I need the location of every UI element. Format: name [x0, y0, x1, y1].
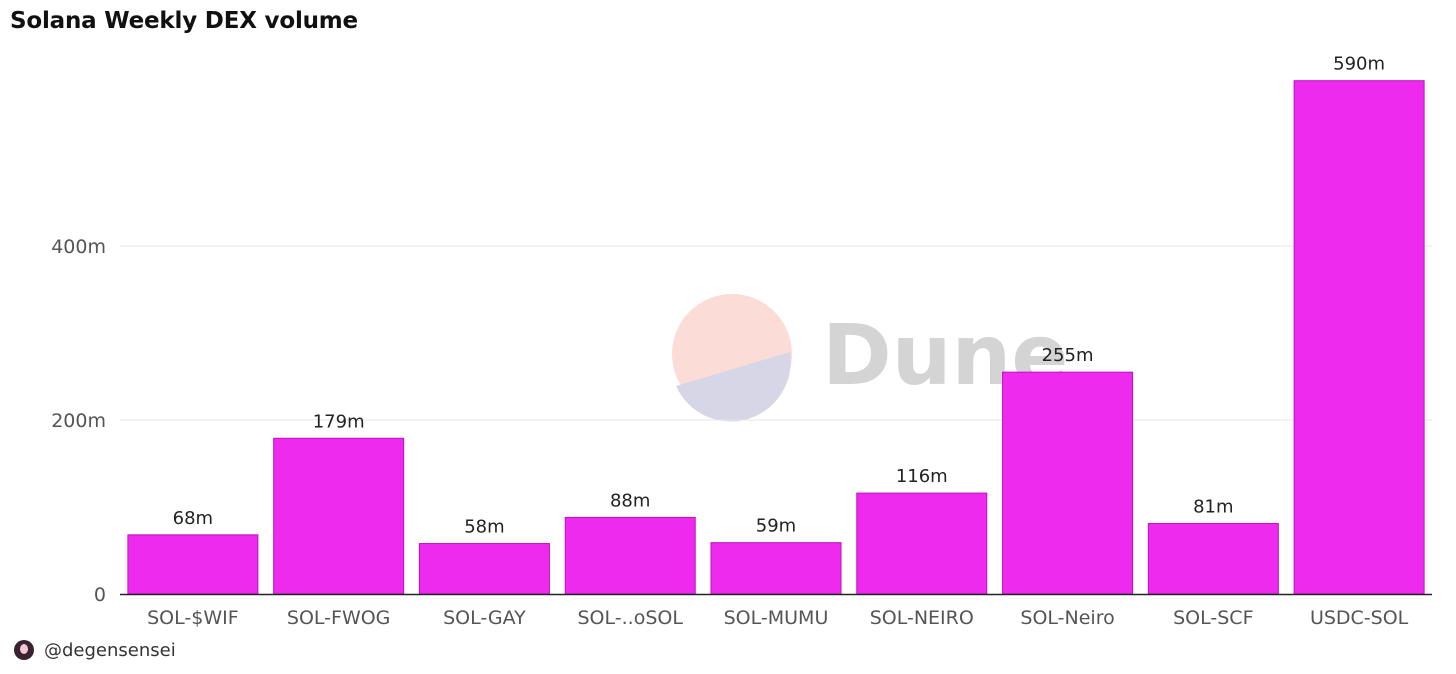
data-label: 88m — [610, 490, 650, 511]
x-tick-label: USDC-SOL — [1310, 607, 1409, 629]
gridlines — [120, 245, 1432, 421]
attribution: @degensensei — [14, 638, 176, 662]
data-label: 81m — [1193, 497, 1233, 518]
y-tick-label: 400m — [51, 236, 106, 258]
chart-title: Solana Weekly DEX volume — [10, 8, 358, 34]
dune-logo-lower-half — [676, 352, 791, 422]
x-tick-label: SOL-MUMU — [724, 607, 829, 629]
x-axis-labels: SOL-$WIF SOL-FWOG SOL-GAY SOL-..oSOL SOL-MUM… — [147, 607, 1409, 629]
bar[interactable] — [1293, 80, 1425, 595]
y-tick-label: 200m — [51, 410, 106, 432]
value-labels: 68m 179m 58m 88m 59m 116m 255m 81m 590m — [173, 54, 1385, 538]
user-avatar-icon — [14, 640, 34, 660]
x-tick-label: SOL-GAY — [443, 607, 526, 629]
author-handle[interactable]: @degensensei — [44, 639, 176, 661]
y-axis-labels: 0 200m 400m — [51, 236, 106, 606]
bar[interactable] — [273, 437, 405, 595]
data-label: 58m — [464, 517, 504, 538]
x-tick-label: SOL-Neiro — [1020, 607, 1114, 629]
x-tick-label: SOL-SCF — [1173, 607, 1253, 629]
bar[interactable] — [856, 492, 988, 595]
bar[interactable] — [1147, 523, 1279, 595]
x-tick-label: SOL-FWOG — [287, 607, 391, 629]
y-tick-label: 0 — [94, 584, 106, 606]
bar[interactable] — [564, 516, 696, 595]
data-label: 59m — [756, 516, 796, 537]
bar[interactable] — [710, 542, 842, 595]
data-label: 68m — [173, 508, 213, 529]
bar[interactable] — [127, 534, 259, 595]
data-label: 179m — [313, 411, 365, 432]
bar[interactable] — [418, 543, 550, 595]
bars — [127, 80, 1425, 595]
data-label: 116m — [896, 466, 948, 487]
data-label: 590m — [1333, 54, 1385, 75]
bar[interactable] — [1002, 371, 1134, 595]
x-tick-label: SOL-NEIRO — [870, 607, 974, 629]
x-tick-label: SOL-..oSOL — [578, 607, 684, 629]
data-label: 255m — [1042, 345, 1094, 366]
x-tick-label: SOL-$WIF — [147, 607, 239, 629]
